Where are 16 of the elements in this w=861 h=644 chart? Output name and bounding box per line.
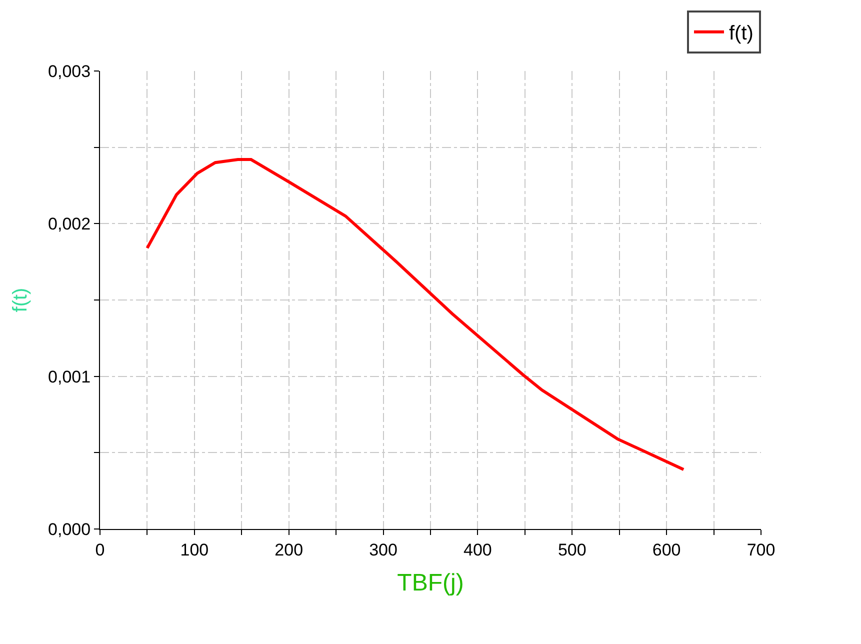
legend-label: f(t) (729, 22, 754, 45)
x-tick-label: 200 (274, 540, 304, 560)
x-axis-title: TBF(j) (397, 570, 464, 597)
x-tick-label: 700 (746, 540, 776, 560)
x-tick-label: 100 (180, 540, 209, 560)
x-tick-label: 500 (558, 540, 586, 560)
y-tick-label: 0,000 (48, 520, 91, 539)
x-tick-label: 300 (369, 540, 398, 560)
y-axis-title: f(t) (10, 288, 32, 312)
line-series (146, 158, 686, 471)
x-tick-label: 0 (95, 540, 105, 560)
y-tick-label: 0,002 (48, 214, 91, 234)
y-tick-label: 0,003 (48, 62, 91, 81)
y-tick-label: 0,001 (48, 367, 91, 386)
x-tick-label: 600 (652, 540, 681, 560)
x-tick-label: 400 (464, 540, 492, 560)
